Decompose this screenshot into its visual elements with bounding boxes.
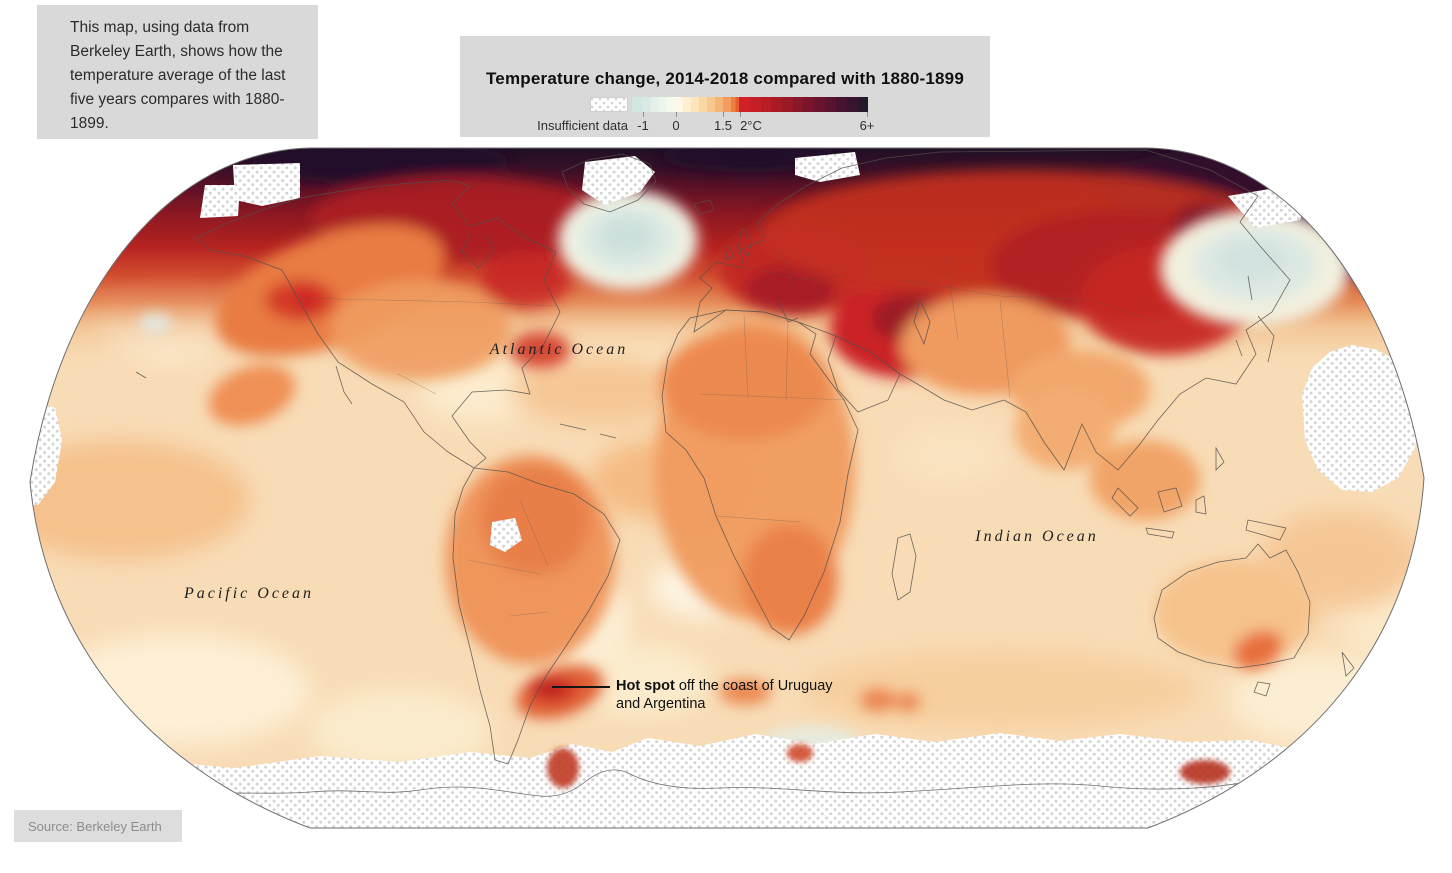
legend-tick-label: 0 [672, 118, 680, 133]
map-outline [29, 147, 1425, 829]
insufficient-data-antarctica [85, 733, 1352, 828]
hotspot-annotation-bold: Hot spot [616, 678, 675, 694]
legend-tick [643, 112, 644, 117]
intro-note: This map, using data from Berkeley Earth… [37, 5, 318, 139]
source-text: Source: Berkeley Earth [28, 818, 162, 834]
country-borders [299, 249, 1161, 617]
insufficient-data-north-pacific [1302, 345, 1420, 492]
source-badge: Source: Berkeley Earth [14, 810, 182, 842]
hotspot-leader-line [552, 686, 610, 688]
hotspot-annotation: Hot spot off the coast of Uruguay and Ar… [616, 678, 856, 713]
antarctica-coastline [149, 769, 1291, 801]
insufficient-data-svalbard [795, 152, 860, 182]
legend-title: Temperature change, 2014-2018 compared w… [485, 69, 964, 88]
legend-panel: Temperature change, 2014-2018 compared w… [460, 36, 990, 137]
coastlines [135, 149, 1375, 765]
legend-tick-label: 6+ [859, 118, 875, 133]
ocean-label-atlantic: Atlantic Ocean [489, 341, 629, 358]
legend-tick-label: -1 [637, 118, 649, 133]
insufficient-data-swatch [590, 97, 628, 112]
legend-tick [723, 112, 724, 117]
antarctic-hot-spots [547, 744, 1230, 788]
ocean-label-pacific: Pacific Ocean [183, 585, 315, 602]
insufficient-data-peru [490, 518, 522, 552]
insufficient-data-regions [30, 152, 1420, 828]
legend-tick-label: 2°C [740, 118, 762, 133]
legend-tick-label: 1.5 [713, 118, 733, 133]
legend-tick [676, 112, 677, 117]
legend-tick [740, 112, 741, 117]
hotspot-annotation-text: off the coast of Uruguay and Argentina [616, 678, 833, 712]
intro-text: This map, using data from Berkeley Earth… [70, 19, 286, 132]
legend-gradient-bar [632, 97, 868, 112]
insufficient-data-arctic-edge [200, 185, 240, 218]
ocean-label-indian: Indian Ocean [975, 528, 1099, 545]
legend-tick [867, 112, 868, 117]
insufficient-data-arctic-canada [233, 163, 300, 206]
insufficient-data-label: Insufficient data [537, 118, 628, 133]
insufficient-data-greenland [582, 156, 655, 205]
